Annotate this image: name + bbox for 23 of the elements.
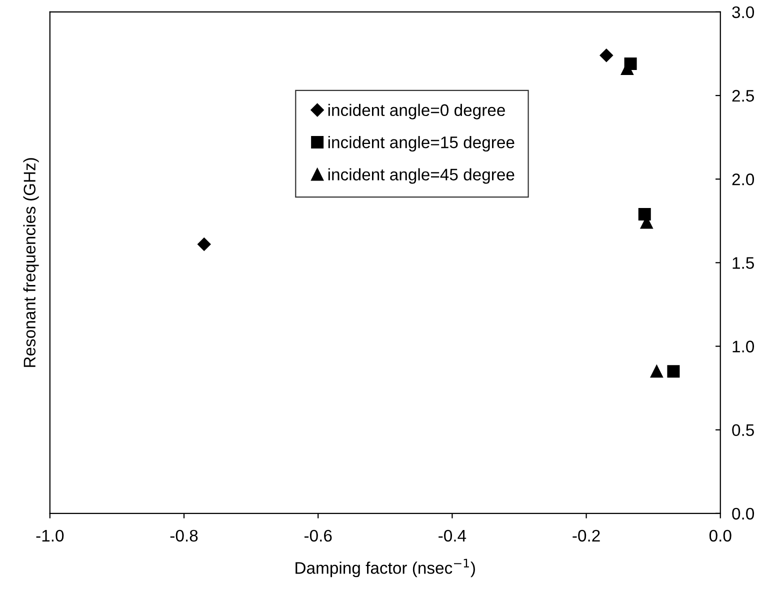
y-tick-label: 1.5 [732,257,754,269]
point [638,208,651,220]
x-axis-title: Damping factor (nsec$^{−1}$) [296,558,475,578]
y-tick-label: 0.0 [732,508,754,520]
x-tick-label: 0.0 [709,530,732,542]
x-tick-label: -0.4 [438,530,466,542]
x-tick-label: -0.2 [572,530,600,542]
y-tick-label: 0.5 [732,424,754,436]
x-tick-label: -0.8 [170,530,198,542]
point [600,48,613,62]
y-tick-label: 2.5 [732,90,754,102]
x-tick-label: -0.6 [304,530,332,542]
legend-label: incident angle=15 degree [328,136,514,152]
legend-label: incident angle=0 degree [328,104,505,120]
y-tick-label: 2.0 [732,174,754,186]
point [650,365,663,378]
legend-label: incident angle=45 degree [328,168,514,184]
y-tick-label: 1.0 [732,340,754,352]
point [667,365,680,378]
y-axis-title: Resonant frequencies (GHz) [23,158,39,367]
point [198,238,211,251]
x-tick-label: -1.0 [36,530,64,542]
y-tick-label: 3.0 [732,6,754,18]
